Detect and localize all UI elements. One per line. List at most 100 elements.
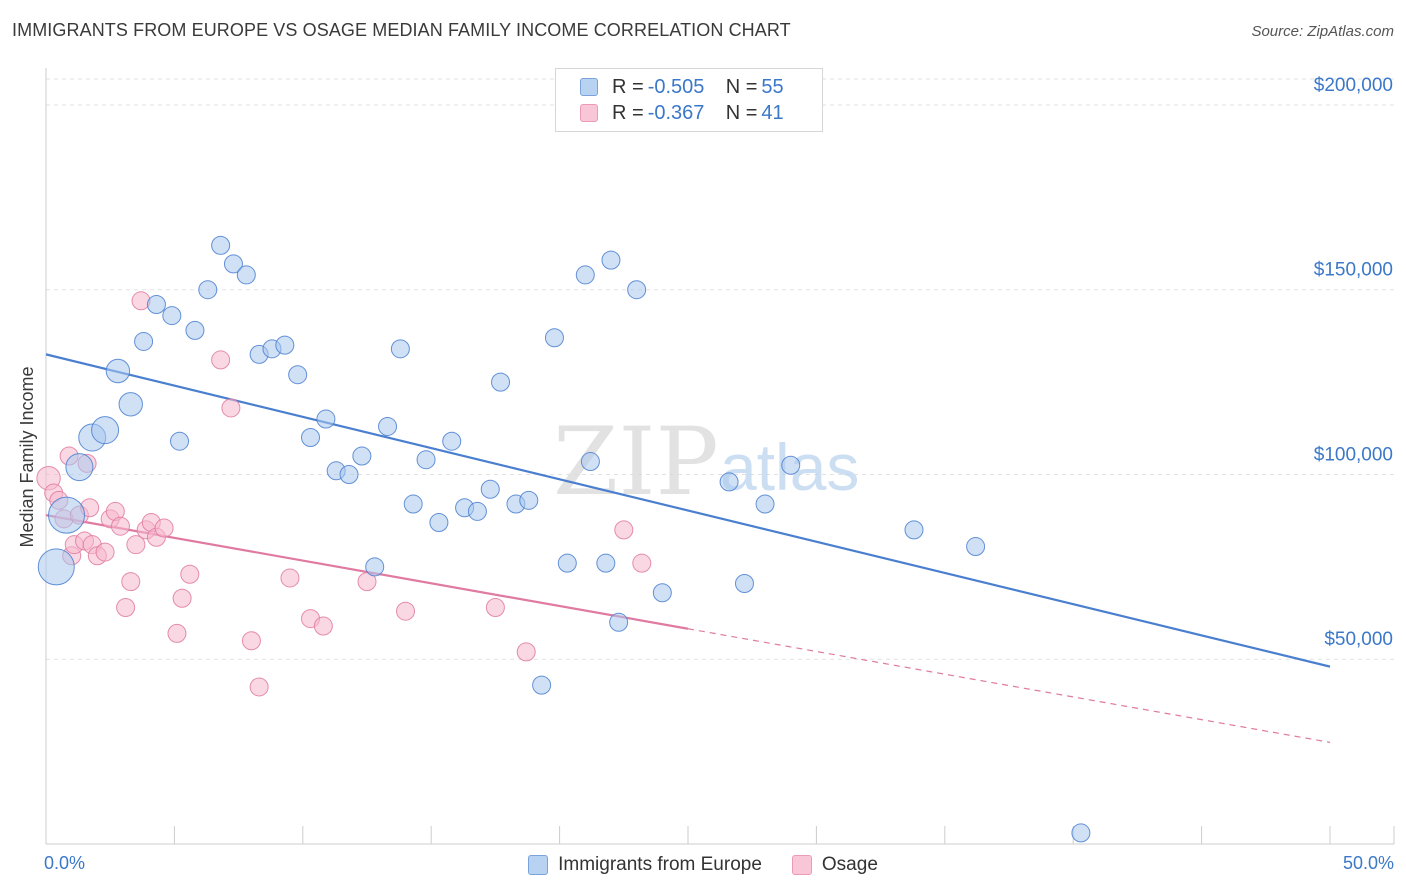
n-value-europe: 55 <box>761 75 784 98</box>
data-point-europe <box>627 280 647 300</box>
legend-item-europe[interactable]: Immigrants from Europe <box>528 854 762 876</box>
data-point-osage <box>249 677 269 697</box>
r-key: R = <box>612 75 644 98</box>
legend-item-osage[interactable]: Osage <box>791 854 878 876</box>
data-point-europe <box>755 494 775 514</box>
r-value-osage: -0.367 <box>647 101 705 124</box>
data-point-europe <box>185 320 205 340</box>
r-value-europe: -0.505 <box>647 75 705 98</box>
data-point-europe <box>301 428 321 448</box>
trend-line-extension-osage <box>687 628 1331 743</box>
data-point-europe <box>719 472 739 492</box>
data-point-europe <box>198 280 218 300</box>
legend-label-europe: Immigrants from Europe <box>558 854 762 875</box>
x-tick-label-min: 0.0% <box>44 853 85 873</box>
data-point-europe <box>480 479 500 499</box>
data-point-osage <box>110 516 130 536</box>
data-point-europe <box>390 339 410 359</box>
data-point-europe <box>652 583 672 603</box>
data-point-europe <box>275 335 295 355</box>
data-point-europe <box>339 464 359 484</box>
label-layer: Median Family Income 0.0% 50.0% $50,000 $… <box>17 75 1394 873</box>
y-axis-label: Median Family Income <box>17 366 37 547</box>
data-point-osage <box>632 553 652 573</box>
stats-swatch-osage <box>580 104 598 122</box>
stats-swatch-europe <box>580 78 598 96</box>
y-tick-label: $200,000 <box>1314 75 1393 96</box>
stats-legend: R = -0.505 N = 55 R = -0.367 N = 41 <box>555 68 823 132</box>
data-point-europe <box>601 250 621 270</box>
data-point-europe <box>596 553 616 573</box>
y-tick-label: $100,000 <box>1314 444 1393 465</box>
data-point-europe <box>146 294 166 314</box>
data-point-europe <box>734 573 754 593</box>
data-point-osage <box>313 616 333 636</box>
data-point-osage <box>396 601 416 621</box>
chart-title: IMMIGRANTS FROM EUROPE VS OSAGE MEDIAN F… <box>12 20 791 40</box>
data-point-europe <box>575 265 595 285</box>
data-point-europe <box>781 455 801 475</box>
data-point-osage <box>357 572 377 592</box>
data-point-osage <box>121 572 141 592</box>
data-point-europe <box>519 490 539 510</box>
data-point-europe <box>162 306 182 326</box>
data-point-europe <box>442 431 462 451</box>
data-point-osage <box>116 598 136 618</box>
data-point-osage <box>485 598 505 618</box>
n-key: N = <box>725 75 758 98</box>
y-tick-label: $50,000 <box>1324 629 1393 650</box>
data-point-europe <box>48 496 86 534</box>
data-point-europe <box>65 453 94 482</box>
data-point-europe <box>609 612 629 632</box>
data-point-europe <box>966 537 986 557</box>
x-tick-label-max: 50.0% <box>1343 853 1394 873</box>
data-point-europe <box>544 328 564 348</box>
data-point-europe <box>352 446 372 466</box>
data-point-europe <box>316 409 336 429</box>
data-point-europe <box>223 254 243 274</box>
data-point-osage <box>167 623 187 643</box>
data-point-osage <box>614 520 634 540</box>
data-point-europe <box>491 372 511 392</box>
data-point-europe <box>1071 823 1091 843</box>
chart-source: Source: ZipAtlas.com <box>1251 23 1394 40</box>
watermark-zip: ZIP <box>553 408 719 517</box>
data-point-europe <box>365 557 385 577</box>
n-value-osage: 41 <box>761 101 784 124</box>
points-layer <box>36 235 1091 843</box>
data-point-europe <box>91 416 120 445</box>
trend-line-europe <box>45 353 1331 668</box>
data-point-europe <box>288 365 308 385</box>
data-point-europe <box>37 548 75 586</box>
y-tick-label: $150,000 <box>1314 260 1393 281</box>
data-point-europe <box>416 450 436 470</box>
legend-swatch-osage <box>791 855 812 875</box>
data-point-osage <box>154 518 174 538</box>
data-point-europe <box>118 392 143 417</box>
data-point-europe <box>532 675 552 695</box>
data-point-osage <box>241 631 261 651</box>
grid-layer <box>46 78 1394 660</box>
data-point-europe <box>378 416 398 436</box>
data-point-osage <box>172 588 192 608</box>
stats-row-osage: R = -0.367 N = 41 <box>580 100 797 126</box>
data-point-osage <box>180 564 200 584</box>
data-point-osage <box>95 542 115 562</box>
legend-swatch-europe <box>528 855 549 875</box>
data-point-europe <box>236 265 256 285</box>
data-point-europe <box>429 513 449 533</box>
data-point-europe <box>403 494 423 514</box>
data-point-europe <box>904 520 924 540</box>
data-point-osage <box>280 568 300 588</box>
n-key: N = <box>725 101 758 124</box>
stats-row-europe: R = -0.505 N = 55 <box>580 74 797 100</box>
data-point-osage <box>516 642 536 662</box>
r-key: R = <box>612 101 644 124</box>
data-point-europe <box>134 331 154 351</box>
series-legend: Immigrants from Europe Osage <box>0 852 1406 878</box>
data-point-europe <box>580 452 600 472</box>
data-point-europe <box>211 235 231 255</box>
data-point-osage <box>211 350 231 370</box>
data-point-osage <box>126 535 146 555</box>
